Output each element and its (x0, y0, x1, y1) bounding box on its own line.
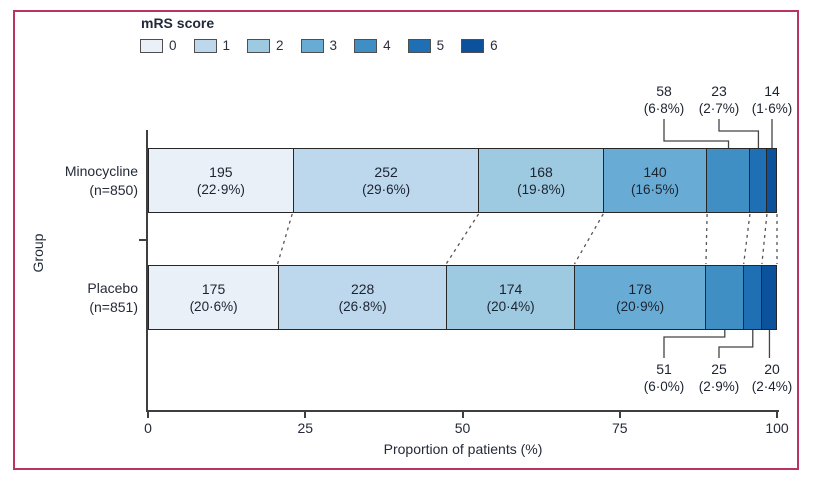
legend-item: 5 (407, 38, 445, 53)
group-name: Minocycline (64, 162, 138, 179)
legend-swatch-icon (354, 38, 378, 53)
segment-count-label: 14 (764, 83, 780, 99)
x-tick (304, 412, 307, 418)
callout-label: 51 (6·0%) (622, 360, 706, 396)
callout-label: 25 (2·9%) (677, 360, 761, 396)
segment-percent-label: (1·6%) (751, 101, 793, 116)
legend-swatch-icon (247, 38, 271, 53)
legend-item: 2 (247, 38, 284, 53)
legend-item: 3 (300, 38, 338, 53)
segment-count-label: 20 (764, 361, 780, 377)
bar-segment: 174 (20·4%) (446, 266, 575, 329)
legend: 0 1 2 3 4 5 6 (140, 38, 515, 53)
segment-count-label: 174 (498, 280, 523, 297)
bar-segment: 175 (20·6%) (149, 266, 279, 329)
segment-count-label: 58 (656, 83, 672, 99)
legend-item: 6 (461, 38, 498, 53)
bar-segment (765, 149, 776, 212)
segment-count-label: 195 (209, 163, 233, 180)
y-axis-line (146, 130, 148, 412)
segment-percent-label: (16·5%) (631, 181, 680, 197)
group-n: (n=850) (89, 181, 138, 198)
legend-label: 4 (383, 38, 391, 53)
segment-count-label: 175 (201, 280, 226, 297)
x-tick-label: 50 (454, 420, 471, 436)
y-axis-tick (139, 239, 147, 241)
legend-swatch-icon (140, 38, 163, 53)
legend-label: 3 (329, 38, 338, 53)
bar-segment: 168 (19·8%) (478, 149, 603, 212)
segment-count-label: 51 (656, 361, 672, 377)
segment-percent-label: (2·7%) (698, 101, 740, 116)
x-axis-line (146, 410, 779, 412)
bar-segment: 140 (16·5%) (602, 149, 707, 212)
segment-percent-label: (2·4%) (751, 379, 793, 394)
group-label: Placebo (n=851) (20, 279, 138, 317)
callout-label: 23 (2·7%) (677, 82, 761, 118)
segment-percent-label: (20·6%) (189, 298, 238, 314)
segment-percent-label: (2·9%) (698, 379, 740, 394)
legend-swatch-icon (193, 38, 217, 53)
segment-percent-label: (20·4%) (486, 298, 535, 314)
group-n: (n=851) (89, 298, 138, 315)
legend-label: 1 (222, 38, 231, 53)
legend-item: 0 (140, 38, 177, 53)
figure-frame (13, 10, 799, 470)
legend-swatch-icon (407, 38, 431, 53)
segment-count-label: 23 (711, 83, 727, 99)
x-tick-label: 100 (765, 420, 789, 436)
legend-swatch-icon (461, 38, 485, 53)
callout-label: 58 (6·8%) (622, 82, 706, 118)
segment-count-label: 228 (350, 280, 375, 297)
legend-label: 6 (490, 38, 498, 53)
legend-swatch-icon (300, 38, 324, 53)
segment-percent-label: (29·6%) (362, 181, 411, 197)
bar-segment: 252 (29·6%) (292, 149, 479, 212)
segment-count-label: 140 (643, 163, 667, 180)
callout-label: 14 (1·6%) (730, 82, 814, 118)
segment-percent-label: (20·9%) (616, 298, 665, 314)
segment-count-label: 252 (374, 163, 398, 180)
segment-percent-label: (22·9%) (196, 181, 245, 197)
legend-item: 4 (354, 38, 391, 53)
x-axis-title: Proportion of patients (%) (383, 441, 543, 457)
bar-segment (742, 266, 761, 329)
bar-segment: 178 (20·9%) (574, 266, 706, 329)
bar-segment (705, 266, 743, 329)
bar-segment (748, 149, 766, 212)
bar-segment: 195 (22·9%) (149, 149, 293, 212)
x-tick (147, 412, 149, 418)
x-tick-label: 75 (611, 420, 628, 436)
group-label: Minocycline (n=850) (20, 162, 138, 200)
bar-segment (706, 149, 749, 212)
x-tick (776, 412, 778, 418)
legend-label: 2 (276, 38, 284, 53)
stacked-bar-minocycline: 195 (22·9%) 252 (29·6%) 168 (19·8%) 140 (16·5%) (148, 148, 777, 213)
segment-percent-label: (19·8%) (517, 181, 566, 197)
x-tick-label: 25 (297, 420, 314, 436)
segment-percent-label: (26·8%) (338, 298, 387, 314)
bar-segment (760, 266, 776, 329)
group-name: Placebo (87, 279, 138, 296)
segment-count-label: 168 (529, 163, 553, 180)
y-axis-title: Group (30, 233, 46, 273)
x-tick (461, 412, 464, 418)
segment-percent-label: (6·8%) (643, 101, 685, 116)
bar-segment: 228 (26·8%) (278, 266, 447, 329)
x-tick (618, 412, 621, 418)
stacked-bar-placebo: 175 (20·6%) 228 (26·8%) 174 (20·4%) 178 (20·9%) (148, 265, 777, 330)
legend-title: mRS score (141, 15, 215, 31)
segment-count-label: 25 (711, 361, 727, 377)
legend-item: 1 (193, 38, 231, 53)
legend-label: 0 (169, 38, 177, 53)
legend-label: 5 (436, 38, 445, 53)
callout-label: 20 (2·4%) (730, 360, 814, 396)
segment-count-label: 178 (628, 280, 652, 297)
segment-percent-label: (6·0%) (643, 379, 685, 394)
x-tick-label: 0 (144, 420, 152, 436)
